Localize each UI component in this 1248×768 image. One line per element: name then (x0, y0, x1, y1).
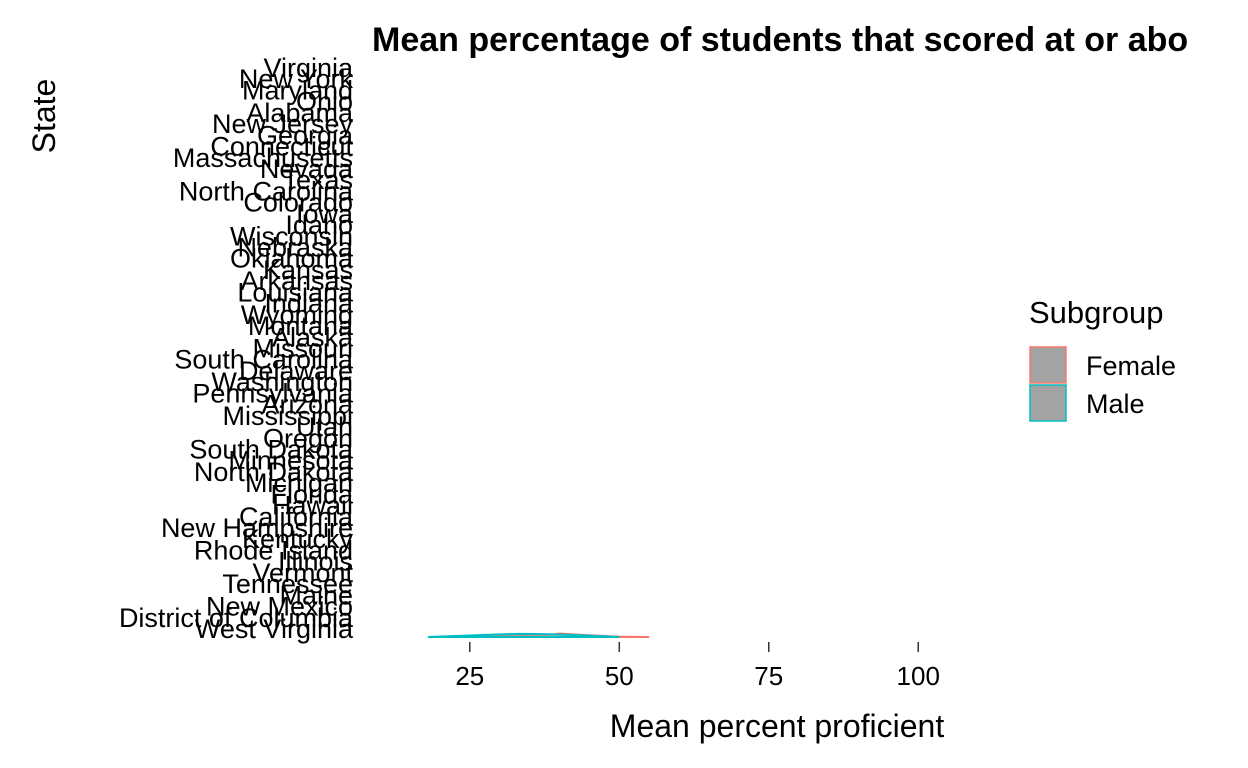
state-label: Washington (211, 367, 353, 397)
state-label: Georgia (257, 120, 354, 150)
state-label: California (239, 502, 354, 532)
state-label: South Carolina (174, 345, 354, 375)
state-label: Indiana (264, 289, 354, 319)
x-axis-ticks: 25 50 75 100 (455, 642, 940, 691)
x-tick-label: 100 (897, 661, 940, 691)
density-ridge-male (427, 632, 620, 638)
state-label: Oklahoma (230, 244, 354, 274)
legend-label-female: Female (1086, 351, 1176, 381)
state-label: North Carolina (179, 176, 354, 206)
state-label: Nevada (260, 154, 354, 184)
state-label: South Dakota (189, 435, 354, 465)
state-label: Alabama (246, 98, 354, 128)
legend-key-male (1029, 384, 1067, 422)
state-label: Tennessee (222, 569, 353, 599)
state-label: Wyoming (241, 300, 353, 330)
state-label: Pennsylvania (192, 378, 354, 408)
state-label: District of Columbia (119, 603, 354, 633)
state-label: Maine (279, 580, 353, 610)
state-label: Kansas (263, 255, 353, 285)
state-label: Alaska (272, 322, 354, 352)
state-label: Idaho (285, 210, 353, 240)
state-label: Rhode Island (194, 536, 353, 566)
state-label: Nebraska (237, 233, 354, 263)
state-label: Kentucky (242, 524, 354, 554)
legend-title: Subgroup (1029, 295, 1163, 330)
state-label: Michigan (245, 468, 353, 498)
state-label: Ohio (296, 87, 353, 117)
legend: Subgroup Female Male (1029, 295, 1176, 422)
state-label: Florida (270, 479, 354, 509)
x-axis-title: Mean percent proficient (610, 708, 945, 744)
x-tick-label: 25 (455, 661, 484, 691)
state-label: New York (239, 64, 354, 94)
state-label: Virginia (263, 53, 354, 83)
state-label: Louisiana (237, 277, 354, 307)
state-label: Maryland (242, 75, 353, 105)
state-label: Delaware (239, 356, 353, 386)
state-label: Illinois (278, 547, 353, 577)
chart-title: Mean percentage of students that scored … (372, 21, 1188, 59)
legend-label-male: Male (1086, 389, 1145, 419)
state-label: Mississippi (222, 401, 353, 431)
state-label: Oregon (263, 423, 353, 453)
state-label: Wisconsin (230, 221, 353, 251)
x-tick-label: 50 (605, 661, 634, 691)
state-label: Montana (248, 311, 354, 341)
state-label: Missouri (252, 334, 353, 364)
state-label: Utah (296, 412, 353, 442)
state-label: West Virginia (195, 614, 354, 644)
state-label: Vermont (252, 558, 353, 588)
state-label: Hawaii (272, 491, 353, 521)
state-label: Colorado (243, 188, 353, 218)
state-label: New Mexico (206, 592, 353, 622)
state-label: Massachusetts (173, 143, 353, 173)
state-label: Iowa (296, 199, 354, 229)
state-label: Arkansas (240, 266, 353, 296)
y-axis-title: State (26, 79, 62, 154)
density-ridges (427, 632, 650, 638)
state-label: Texas (282, 165, 353, 195)
x-tick-label: 75 (754, 661, 783, 691)
state-label: New Jersey (212, 109, 354, 139)
state-label: North Dakota (194, 457, 354, 487)
state-label: New Hampshire (161, 513, 353, 543)
state-label: Arizona (261, 390, 354, 420)
legend-key-female (1029, 346, 1067, 384)
state-label: Connecticut (210, 132, 353, 162)
state-label: Minnesota (228, 446, 354, 476)
